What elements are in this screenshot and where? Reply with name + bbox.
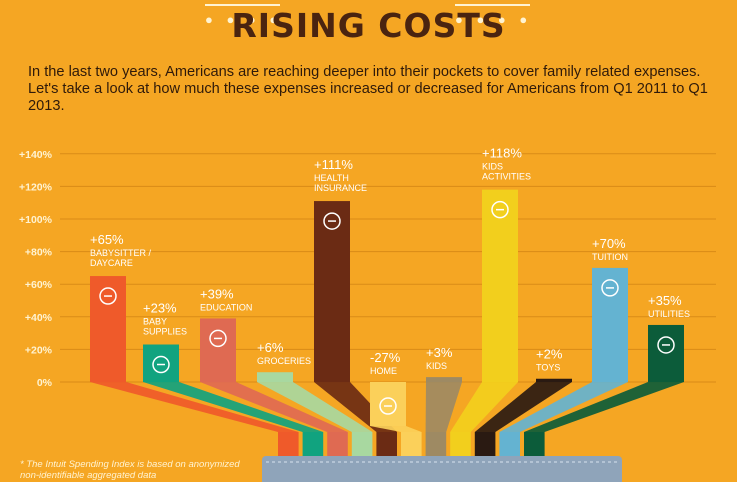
value-label: +111%	[314, 157, 353, 172]
y-tick-label: 0%	[37, 377, 53, 389]
pocket-strip	[450, 432, 471, 462]
category-label: KIDS	[482, 162, 503, 172]
bar	[143, 344, 179, 382]
y-tick-label: +120%	[19, 181, 53, 193]
category-label: HEALTH	[314, 173, 349, 183]
bar	[257, 372, 293, 382]
bar	[200, 318, 236, 382]
fan-strip	[450, 382, 518, 432]
category-label: BABYSITTER /	[90, 248, 152, 258]
category-label: KIDS	[426, 361, 447, 371]
fan-strip	[524, 382, 684, 432]
pocket-strip	[278, 432, 299, 462]
pocket-strip	[425, 432, 447, 462]
pocket-layer	[262, 456, 622, 482]
fan-strip	[200, 382, 348, 432]
footnote: * The Intuit Spending Index is based on …	[20, 459, 240, 481]
value-label: +6%	[257, 340, 284, 355]
value-label: +39%	[200, 286, 234, 301]
bar	[90, 276, 126, 382]
category-label: ACTIVITIES	[482, 172, 531, 182]
fan-strip	[474, 382, 572, 432]
dollar-icon	[601, 279, 619, 297]
y-tick-label: +60%	[25, 279, 53, 291]
baby-face-icon	[99, 287, 117, 305]
fan-strip	[257, 382, 373, 432]
title-row: ● ● ● ● ● ● ● ● RISING COSTS	[0, 0, 737, 56]
value-label: +35%	[648, 293, 682, 308]
bar	[370, 382, 406, 427]
medical-cross-icon	[323, 212, 341, 230]
jeans-pocket	[262, 456, 622, 482]
category-label: GROCERIES	[257, 356, 311, 366]
tools-icon	[657, 336, 675, 354]
fan-strip	[499, 382, 628, 432]
bar	[426, 377, 462, 382]
pocket-strip	[524, 432, 545, 462]
bar-layer	[90, 189, 684, 427]
category-label: DAYCARE	[90, 258, 133, 268]
sneaker-icon	[491, 200, 509, 219]
value-label: +23%	[143, 301, 177, 316]
title-line-left	[205, 4, 280, 6]
pocket-strip	[302, 432, 324, 462]
page-title: RISING COSTS	[231, 6, 506, 45]
fan-strip	[425, 382, 462, 432]
y-tick-label: +20%	[25, 344, 53, 356]
bar	[314, 201, 350, 382]
bar	[482, 189, 518, 382]
intro-text: In the last two years, Americans are rea…	[28, 64, 708, 114]
fan-strip	[90, 382, 299, 432]
pocket-strip	[401, 432, 422, 462]
pocket-strip	[327, 432, 348, 462]
category-label: INSURANCE	[314, 183, 367, 193]
value-label: +70%	[592, 236, 626, 251]
category-label: TUITION	[592, 252, 628, 262]
pocket-strip	[474, 432, 496, 462]
bar	[592, 267, 628, 382]
value-label: -27%	[370, 350, 401, 365]
y-tick-label: +140%	[19, 149, 53, 161]
baby-bottle-icon	[152, 355, 170, 374]
pencil-ruler-icon	[209, 329, 227, 348]
category-label: HOME	[370, 366, 397, 376]
value-label: +2%	[536, 347, 563, 362]
category-label: EDUCATION	[200, 302, 252, 312]
category-label: SUPPLIES	[143, 327, 187, 337]
pocket-strip	[351, 432, 373, 462]
y-tick-label: +100%	[19, 214, 53, 226]
y-tick-label: +40%	[25, 312, 53, 324]
category-label: UTILITIES	[648, 309, 690, 319]
fan-strip	[370, 426, 422, 432]
bar	[536, 378, 572, 382]
category-label: BABY	[143, 317, 167, 327]
y-tick-label: +80%	[25, 247, 53, 259]
title-line-right	[455, 4, 530, 6]
pocket-strip	[376, 432, 397, 462]
title-dots-right: ● ● ● ●	[455, 12, 533, 27]
value-label: +118%	[482, 146, 522, 161]
house-icon	[379, 397, 397, 415]
category-label: TOYS	[536, 363, 560, 373]
value-label: +3%	[426, 345, 453, 360]
pocket-strip	[499, 432, 520, 462]
fan-strip	[143, 382, 324, 432]
value-label: +65%	[90, 232, 124, 247]
title-dots-left: ● ● ● ●	[205, 12, 283, 27]
